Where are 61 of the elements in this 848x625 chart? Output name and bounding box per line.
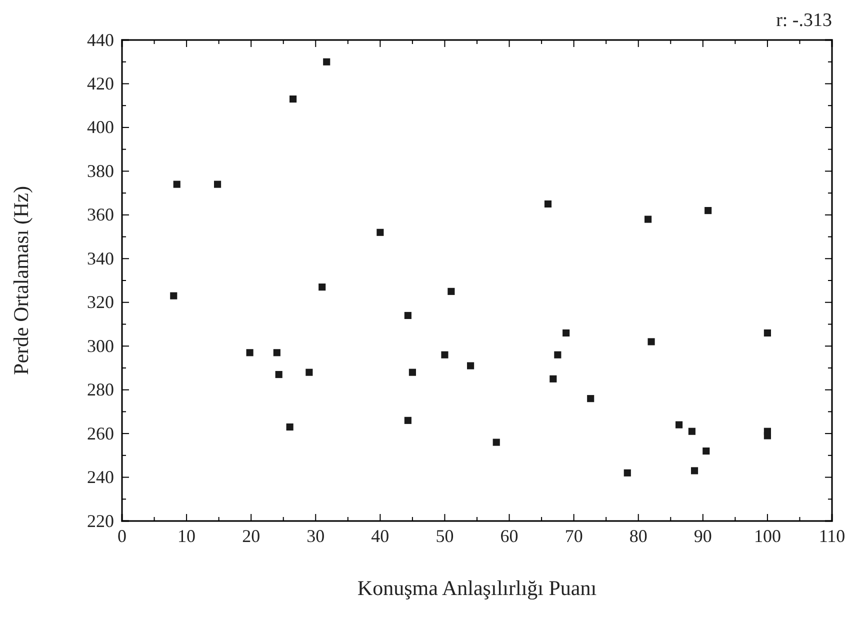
point: [544, 200, 552, 208]
point: [764, 432, 771, 440]
y-tick-label: 380: [87, 160, 114, 181]
y-tick-label: 280: [87, 380, 114, 400]
point: [306, 368, 313, 376]
point: [690, 467, 698, 474]
point: [173, 180, 180, 188]
x-tick-label: 110: [818, 526, 846, 546]
y-tick-label: 260: [87, 423, 114, 444]
y-tick-label: 420: [87, 73, 114, 94]
point: [675, 421, 683, 428]
point: [648, 338, 655, 346]
point: [286, 423, 294, 431]
x-tick-label: 50: [436, 526, 454, 546]
point: [688, 428, 696, 435]
x-tick-label: 10: [178, 526, 196, 546]
point: [550, 375, 557, 382]
point: [554, 351, 562, 358]
point: [408, 368, 416, 376]
x-axis-title: Konuşma Anlaşılırlığı Puanı: [357, 576, 597, 600]
x-tick-label: 70: [564, 526, 583, 546]
point: [492, 438, 500, 446]
point: [246, 349, 254, 356]
x-tick-label: 90: [694, 526, 712, 546]
text: r: -.313: [776, 10, 832, 31]
point: [702, 448, 710, 455]
y-tick-label: 340: [87, 248, 114, 268]
point: [323, 58, 330, 66]
y-tick-label: 360: [87, 204, 114, 225]
point: [441, 351, 448, 358]
y-axis-title: Perde Ortalaması (Hz): [9, 186, 33, 375]
y-tick-label: 400: [87, 117, 114, 138]
point: [644, 216, 652, 223]
point: [467, 362, 474, 370]
x-tick-label: 80: [629, 526, 648, 546]
point: [448, 288, 455, 295]
point: [404, 416, 412, 424]
x-tick-label: 30: [306, 526, 325, 546]
point: [290, 95, 297, 103]
y-tick-label: 240: [87, 467, 114, 488]
y-tick-label: 440: [87, 30, 114, 50]
point: [764, 329, 771, 337]
y-tick-label: 220: [87, 510, 114, 531]
point: [624, 469, 631, 476]
point: [275, 370, 282, 378]
y-tick-label: 300: [87, 336, 114, 356]
x-tick-label: 0: [118, 526, 126, 546]
point: [376, 228, 384, 236]
y-tick-label: 320: [87, 292, 114, 312]
point: [704, 207, 712, 214]
x-tick-label: 20: [242, 526, 260, 546]
point: [587, 395, 594, 402]
x-tick-label: 60: [500, 526, 518, 546]
point: [562, 329, 570, 337]
point: [273, 349, 280, 356]
point: [214, 180, 222, 188]
x-tick-label: 100: [754, 526, 781, 546]
x-tick-label: 40: [371, 526, 390, 546]
point: [318, 284, 326, 291]
point: [170, 292, 178, 300]
point: [404, 312, 412, 320]
